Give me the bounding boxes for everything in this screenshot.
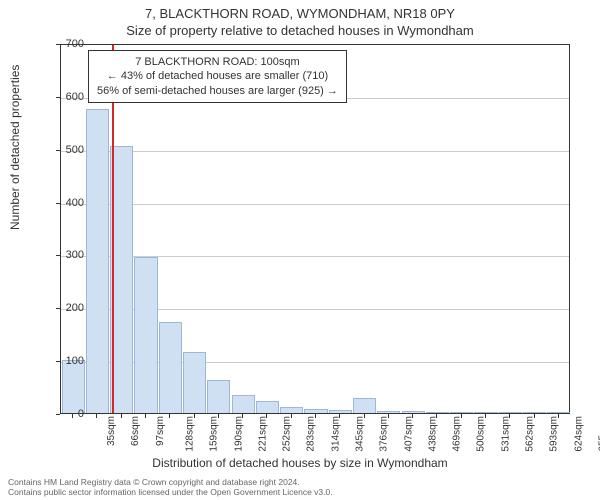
- xtick-label: 624sqm: [573, 416, 584, 452]
- xtick-label: 531sqm: [500, 416, 511, 452]
- histogram-bar: [450, 412, 473, 413]
- xtick-mark: [96, 414, 97, 418]
- histogram-bar: [329, 410, 352, 413]
- ytick-mark: [56, 414, 60, 415]
- ytick-mark: [56, 203, 60, 204]
- xtick-mark: [461, 414, 462, 418]
- xtick-label: 376sqm: [379, 416, 390, 452]
- histogram-bar: [474, 412, 497, 413]
- xtick-mark: [194, 414, 195, 418]
- xtick-label: 407sqm: [403, 416, 414, 452]
- histogram-bar: [499, 412, 522, 413]
- xtick-mark: [485, 414, 486, 418]
- title-subtitle: Size of property relative to detached ho…: [0, 21, 600, 42]
- xtick-mark: [509, 414, 510, 418]
- xtick-label: 283sqm: [306, 416, 317, 452]
- xtick-mark: [436, 414, 437, 418]
- x-axis-label: Distribution of detached houses by size …: [0, 456, 600, 470]
- histogram-bar: [207, 380, 230, 413]
- histogram-bar: [402, 411, 425, 413]
- xtick-mark: [169, 414, 170, 418]
- chart-container: 7, BLACKTHORN ROAD, WYMONDHAM, NR18 0PY …: [0, 0, 600, 500]
- xtick-label: 562sqm: [525, 416, 536, 452]
- histogram-bar: [304, 409, 327, 413]
- xtick-label: 314sqm: [330, 416, 341, 452]
- xtick-label: 438sqm: [427, 416, 438, 452]
- xtick-mark: [145, 414, 146, 418]
- xtick-label: 190sqm: [233, 416, 244, 452]
- xtick-mark: [266, 414, 267, 418]
- ytick-mark: [56, 44, 60, 45]
- xtick-label: 128sqm: [185, 416, 196, 452]
- histogram-bar: [523, 412, 546, 413]
- xtick-mark: [218, 414, 219, 418]
- xtick-mark: [121, 414, 122, 418]
- xtick-mark: [242, 414, 243, 418]
- ytick-mark: [56, 150, 60, 151]
- ytick-mark: [56, 308, 60, 309]
- gridline: [61, 204, 569, 205]
- histogram-bar: [183, 352, 206, 413]
- xtick-mark: [558, 414, 559, 418]
- histogram-bar: [377, 411, 400, 413]
- xtick-label: 345sqm: [355, 416, 366, 452]
- histogram-bar: [256, 401, 279, 413]
- xtick-label: 97sqm: [155, 416, 166, 446]
- info-line-2: ← 43% of detached houses are smaller (71…: [97, 69, 338, 83]
- xtick-mark: [339, 414, 340, 418]
- info-box: 7 BLACKTHORN ROAD: 100sqm ← 43% of detac…: [88, 50, 347, 103]
- footer: Contains HM Land Registry data © Crown c…: [8, 478, 333, 498]
- xtick-mark: [72, 414, 73, 418]
- xtick-label: 159sqm: [209, 416, 220, 452]
- title-address: 7, BLACKTHORN ROAD, WYMONDHAM, NR18 0PY: [0, 0, 600, 21]
- histogram-bar: [62, 360, 85, 413]
- xtick-mark: [364, 414, 365, 418]
- xtick-mark: [412, 414, 413, 418]
- histogram-bar: [159, 322, 182, 413]
- xtick-mark: [291, 414, 292, 418]
- xtick-label: 66sqm: [130, 416, 141, 446]
- xtick-label: 469sqm: [452, 416, 463, 452]
- xtick-mark: [534, 414, 535, 418]
- histogram-bar: [547, 412, 570, 413]
- ytick-mark: [56, 97, 60, 98]
- histogram-bar: [426, 412, 449, 413]
- xtick-mark: [388, 414, 389, 418]
- xtick-label: 35sqm: [106, 416, 117, 446]
- histogram-bar: [232, 395, 255, 414]
- histogram-bar: [86, 109, 109, 413]
- y-axis-label: Number of detached properties: [8, 65, 22, 230]
- info-line-1: 7 BLACKTHORN ROAD: 100sqm: [97, 55, 338, 69]
- xtick-label: 252sqm: [282, 416, 293, 452]
- xtick-label: 500sqm: [476, 416, 487, 452]
- histogram-bar: [280, 407, 303, 413]
- xtick-mark: [315, 414, 316, 418]
- xtick-label: 221sqm: [257, 416, 268, 452]
- histogram-bar: [134, 257, 157, 413]
- footer-line-2: Contains public sector information licen…: [8, 488, 333, 498]
- ytick-mark: [56, 255, 60, 256]
- histogram-bar: [353, 398, 376, 413]
- info-line-3: 56% of semi-detached houses are larger (…: [97, 84, 338, 98]
- xtick-label: 593sqm: [549, 416, 560, 452]
- ytick-mark: [56, 361, 60, 362]
- gridline: [61, 151, 569, 152]
